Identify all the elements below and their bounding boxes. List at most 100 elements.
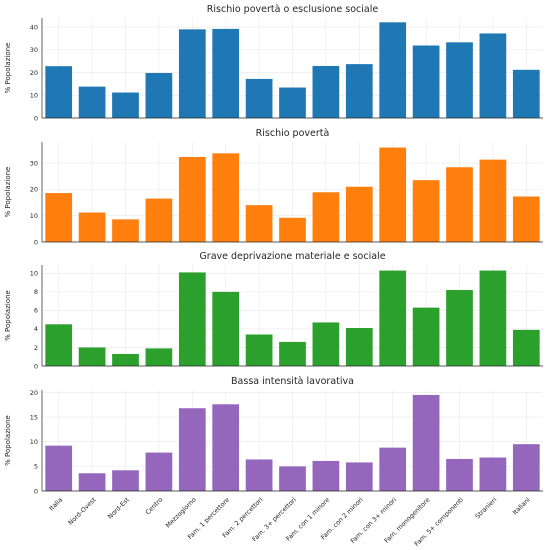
y-tick-label: 0 bbox=[34, 114, 38, 122]
bar-4-3 bbox=[112, 470, 139, 491]
bar-1-13 bbox=[446, 42, 473, 119]
subplot-title: Rischio povertà o esclusione sociale bbox=[207, 4, 379, 15]
y-tick-label: 30 bbox=[30, 159, 38, 167]
subplot-1: 0 10 20 30 40 Rischio povertà o esclusione so… bbox=[4, 4, 543, 122]
bar-3-9 bbox=[312, 322, 340, 366]
bar-2-14 bbox=[479, 159, 507, 242]
y-tick-label: 6 bbox=[34, 307, 38, 315]
y-axis-label: % Popolazione bbox=[4, 290, 12, 341]
y-tick-label: 20 bbox=[30, 186, 38, 194]
y-tick-label: 0 bbox=[34, 487, 38, 495]
y-tick-label: 40 bbox=[30, 23, 38, 31]
bar-1-8 bbox=[279, 87, 306, 118]
bar-3-1 bbox=[45, 324, 73, 366]
bar-2-11 bbox=[379, 147, 407, 242]
y-axis-label: % Popolazione bbox=[4, 43, 12, 94]
y-axis-label: % Popolazione bbox=[4, 167, 12, 218]
bar-1-3 bbox=[112, 92, 139, 118]
bar-3-10 bbox=[345, 328, 373, 366]
bar-2-13 bbox=[446, 167, 473, 242]
bar-3-14 bbox=[479, 270, 507, 366]
bar-4-8 bbox=[279, 466, 306, 491]
bar-2-1 bbox=[45, 193, 73, 242]
bar-3-12 bbox=[412, 307, 440, 366]
bar-3-15 bbox=[512, 329, 540, 366]
bar-2-10 bbox=[345, 186, 373, 242]
bar-3-3 bbox=[112, 353, 139, 366]
bar-2-5 bbox=[178, 157, 206, 242]
subplot-3: 0 2 4 6 8 10 Grave deprivazione materiale e so… bbox=[4, 251, 543, 370]
y-tick-label: 10 bbox=[30, 212, 38, 220]
x-tick-label: Mezzogiorno bbox=[165, 496, 198, 529]
bar-2-15 bbox=[512, 196, 540, 242]
bar-4-13 bbox=[446, 458, 473, 491]
y-tick-label: 30 bbox=[30, 46, 38, 54]
bar-1-12 bbox=[412, 45, 440, 118]
subplot-2: 0 10 20 30 Rischio povertà % Popolazione bbox=[4, 128, 543, 246]
bar-3-13 bbox=[446, 290, 473, 366]
bar-1-7 bbox=[245, 78, 273, 118]
y-tick-label: 0 bbox=[34, 362, 38, 370]
x-tick-label: Italiani bbox=[512, 496, 532, 516]
bar-2-2 bbox=[78, 212, 106, 242]
bar-3-11 bbox=[379, 270, 407, 366]
bar-1-6 bbox=[212, 28, 240, 119]
subplot-title: Rischio povertà bbox=[256, 128, 330, 139]
y-tick-label: 0 bbox=[34, 238, 38, 246]
bar-2-7 bbox=[245, 205, 273, 242]
subplot-4: 0 5 10 15 20 Bassa intensità lavorativa % Popo… bbox=[4, 376, 543, 495]
x-tick-label: Centro bbox=[144, 496, 164, 516]
bar-4-14 bbox=[479, 457, 507, 491]
bar-1-11 bbox=[379, 22, 407, 118]
bar-3-5 bbox=[178, 272, 206, 366]
bar-3-6 bbox=[212, 291, 240, 366]
x-tick-label: Stranieri bbox=[474, 496, 498, 520]
bar-1-10 bbox=[345, 64, 373, 118]
bar-1-2 bbox=[78, 86, 106, 118]
y-tick-label: 5 bbox=[34, 463, 38, 471]
bar-1-9 bbox=[312, 65, 340, 118]
y-tick-label: 20 bbox=[30, 389, 38, 397]
bar-2-9 bbox=[312, 192, 340, 242]
bar-4-2 bbox=[78, 473, 106, 491]
y-tick-label: 10 bbox=[30, 438, 38, 446]
bar-4-6 bbox=[212, 404, 240, 491]
y-tick-label: 10 bbox=[30, 270, 38, 278]
bar-3-4 bbox=[145, 348, 173, 366]
bar-2-4 bbox=[145, 198, 173, 242]
bar-2-12 bbox=[412, 180, 440, 242]
bar-4-11 bbox=[379, 447, 407, 491]
bar-4-7 bbox=[245, 459, 273, 491]
bar-2-6 bbox=[212, 153, 240, 242]
x-tick-label: Nord-Est bbox=[107, 496, 131, 520]
bar-4-5 bbox=[178, 408, 206, 491]
bar-1-5 bbox=[178, 29, 206, 119]
bar-4-12 bbox=[412, 394, 440, 491]
bar-4-9 bbox=[312, 460, 340, 491]
bar-2-8 bbox=[279, 217, 306, 242]
bar-3-8 bbox=[279, 341, 306, 366]
y-tick-label: 2 bbox=[34, 344, 38, 352]
bar-1-14 bbox=[479, 33, 507, 118]
bar-4-15 bbox=[512, 444, 540, 491]
y-tick-label: 15 bbox=[30, 413, 38, 421]
bar-1-1 bbox=[45, 66, 73, 118]
y-tick-label: 20 bbox=[30, 69, 38, 77]
x-tick-label: Italia bbox=[48, 496, 64, 512]
subplot-title: Grave deprivazione materiale e sociale bbox=[199, 251, 385, 262]
x-tick-labels: Italia Nord-Ovest Nord-Est Centro Mezzogiorn… bbox=[48, 496, 532, 548]
y-tick-label: 4 bbox=[34, 325, 38, 333]
bar-3-7 bbox=[245, 334, 273, 366]
bar-4-1 bbox=[45, 445, 73, 491]
y-axis-label: % Popolazione bbox=[4, 415, 12, 466]
bar-4-4 bbox=[145, 452, 173, 491]
bar-2-3 bbox=[112, 219, 139, 242]
bar-3-2 bbox=[78, 347, 106, 366]
x-tick-label: Nord-Ovest bbox=[67, 496, 98, 527]
subplot-title: Bassa intensità lavorativa bbox=[231, 376, 354, 387]
bar-1-4 bbox=[145, 73, 173, 118]
y-tick-label: 8 bbox=[34, 288, 38, 296]
y-tick-label: 10 bbox=[30, 92, 38, 100]
